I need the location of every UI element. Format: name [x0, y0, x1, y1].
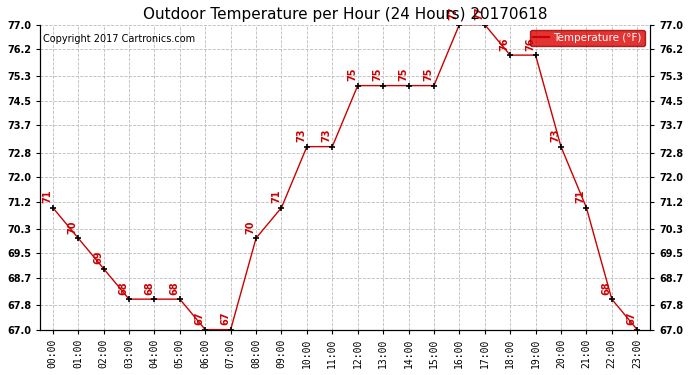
Text: 73: 73 [551, 129, 560, 142]
Text: 71: 71 [271, 190, 281, 204]
Text: 77: 77 [474, 7, 484, 21]
Text: 77: 77 [448, 7, 459, 21]
Text: 70: 70 [68, 220, 78, 234]
Text: 71: 71 [42, 190, 52, 204]
Title: Outdoor Temperature per Hour (24 Hours) 20170618: Outdoor Temperature per Hour (24 Hours) … [143, 7, 547, 22]
Text: 67: 67 [627, 312, 637, 326]
Text: 75: 75 [398, 68, 408, 81]
Text: Copyright 2017 Cartronics.com: Copyright 2017 Cartronics.com [43, 34, 195, 44]
Text: 76: 76 [500, 38, 510, 51]
Text: 71: 71 [576, 190, 586, 204]
Legend: Temperature (°F): Temperature (°F) [531, 30, 644, 46]
Text: 68: 68 [144, 281, 154, 295]
Text: 67: 67 [195, 312, 205, 326]
Text: 67: 67 [220, 312, 230, 326]
Text: 75: 75 [424, 68, 433, 81]
Text: 75: 75 [347, 68, 357, 81]
Text: 69: 69 [93, 251, 103, 264]
Text: 68: 68 [601, 281, 611, 295]
Text: 68: 68 [119, 281, 128, 295]
Text: 76: 76 [525, 38, 535, 51]
Text: 73: 73 [296, 129, 306, 142]
Text: 68: 68 [169, 281, 179, 295]
Text: 70: 70 [246, 220, 255, 234]
Text: 73: 73 [322, 129, 332, 142]
Text: 75: 75 [373, 68, 382, 81]
